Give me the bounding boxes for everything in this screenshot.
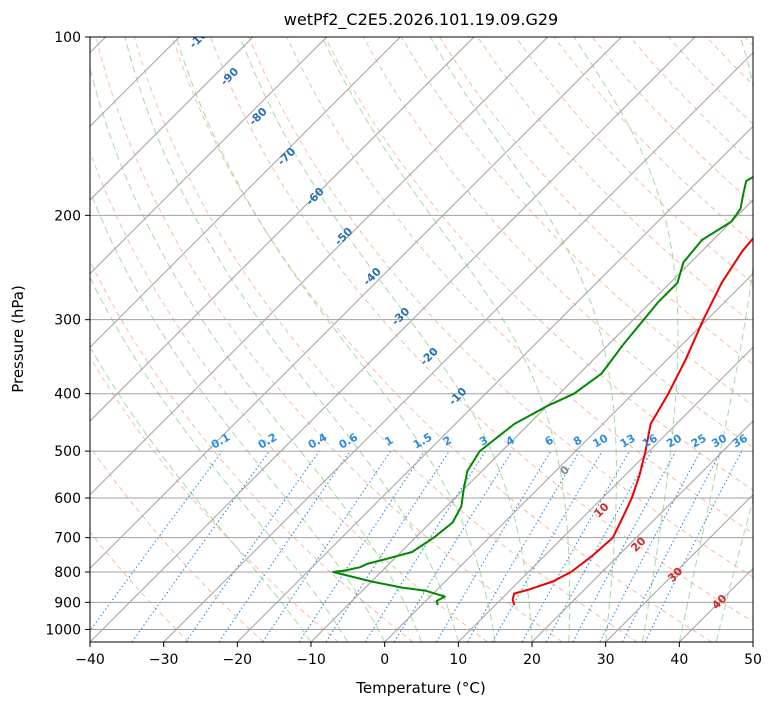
y-axis-title: Pressure (hPa) bbox=[9, 285, 27, 393]
x-tick-label: 10 bbox=[449, 652, 467, 668]
y-tick-label: 300 bbox=[54, 313, 81, 329]
y-tick-label: 200 bbox=[54, 208, 81, 224]
y-tick-label: 1000 bbox=[45, 622, 81, 638]
x-tick-label: 20 bbox=[523, 652, 541, 668]
x-tick-label: 40 bbox=[670, 652, 688, 668]
x-tick-label: −20 bbox=[223, 652, 253, 668]
x-axis-title: Temperature (°C) bbox=[355, 679, 485, 697]
y-tick-label: 700 bbox=[54, 531, 81, 547]
x-tick-label: −40 bbox=[75, 652, 105, 668]
x-tick-label: 50 bbox=[744, 652, 762, 668]
y-tick-label: 800 bbox=[54, 565, 81, 581]
x-tick-label: 0 bbox=[380, 652, 389, 668]
x-tick-label: −10 bbox=[296, 652, 326, 668]
y-tick-label: 100 bbox=[54, 30, 81, 46]
x-tick-label: −30 bbox=[149, 652, 179, 668]
x-tick-label: 30 bbox=[597, 652, 615, 668]
y-tick-label: 400 bbox=[54, 387, 81, 403]
chart-title: wetPf2_C2E5.2026.101.19.09.G29 bbox=[284, 10, 558, 30]
y-tick-label: 900 bbox=[54, 595, 81, 611]
y-tick-label: 500 bbox=[54, 444, 81, 460]
y-tick-label: 600 bbox=[54, 491, 81, 507]
